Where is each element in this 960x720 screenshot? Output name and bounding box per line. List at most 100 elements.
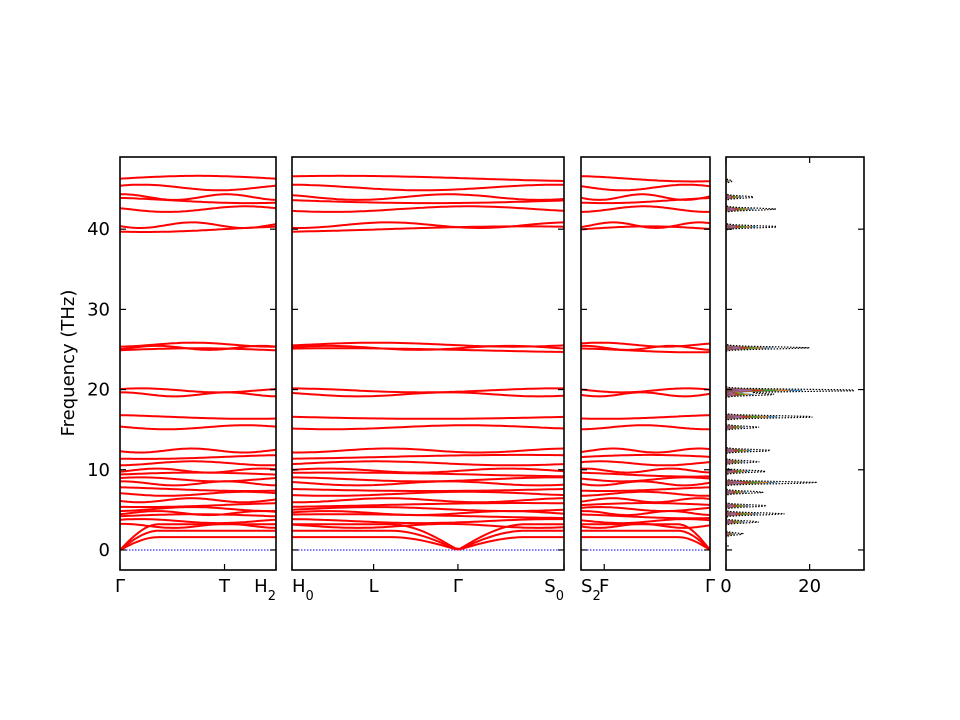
acoustic-band-curve xyxy=(292,523,564,550)
band-curve xyxy=(120,174,276,180)
band-curve xyxy=(120,391,276,398)
band-curve xyxy=(292,476,564,483)
band-curve xyxy=(120,513,276,518)
band-curve xyxy=(120,205,276,213)
acoustic-band-curve xyxy=(581,536,710,551)
dos-partial-area xyxy=(726,157,778,570)
band-curve xyxy=(581,225,710,231)
band-curve xyxy=(292,488,564,492)
band-curve xyxy=(292,453,564,460)
k-point-label: F xyxy=(599,576,609,597)
dos-partial-area xyxy=(726,157,739,570)
band-curve xyxy=(120,518,276,525)
band-curve xyxy=(120,497,276,504)
panel-frame xyxy=(725,156,865,571)
band-curve xyxy=(120,505,276,513)
band-curve xyxy=(292,467,564,474)
band-panel-h0-l-gamma-s0 xyxy=(292,174,564,551)
acoustic-band-curve xyxy=(120,529,276,551)
acoustic-band-curve xyxy=(581,523,710,551)
band-curve xyxy=(581,175,710,183)
band-curve xyxy=(581,447,710,454)
band-curve xyxy=(581,205,710,213)
k-point-label: L xyxy=(369,576,379,597)
k-point-label: T xyxy=(218,576,231,597)
band-panel-gamma-t-h2 xyxy=(120,174,276,551)
band-curve xyxy=(581,453,710,459)
panel-frames xyxy=(119,156,865,571)
band-curve xyxy=(581,414,710,420)
band-curve xyxy=(120,480,276,487)
band-curve xyxy=(120,225,276,233)
band-curve xyxy=(581,476,710,483)
band-curve xyxy=(581,497,710,504)
band-curve xyxy=(292,225,564,233)
y-tick-label: 30 xyxy=(87,299,110,320)
dos-partial-area xyxy=(726,157,765,570)
y-axis-title: Frequency (THz) xyxy=(58,290,79,437)
band-curve xyxy=(292,513,564,519)
band-curve xyxy=(120,476,276,483)
band-curve xyxy=(120,424,276,431)
band-curve xyxy=(581,486,710,492)
band-curve xyxy=(292,497,564,504)
band-curve xyxy=(292,522,564,529)
band-curve xyxy=(120,196,276,205)
dos-total-line xyxy=(726,157,855,570)
band-curve xyxy=(581,387,710,394)
k-point-label-subscript: 0 xyxy=(556,589,564,604)
band-curve xyxy=(292,174,564,182)
acoustic-band-curve xyxy=(292,529,564,551)
y-tick-label: 10 xyxy=(87,460,110,481)
band-curve xyxy=(292,183,564,192)
band-curve xyxy=(581,510,710,517)
band-curve xyxy=(581,513,710,520)
band-curve xyxy=(581,344,710,351)
band-curve xyxy=(292,424,564,431)
band-curve xyxy=(120,471,276,476)
band-curve xyxy=(120,344,276,351)
band-curve xyxy=(292,193,564,201)
k-point-label: H0 xyxy=(292,576,314,604)
y-tick-label: 20 xyxy=(87,380,110,401)
band-curve xyxy=(581,480,710,487)
acoustic-band-curve xyxy=(120,536,276,551)
k-point-label: H2 xyxy=(254,576,276,604)
k-point-label: S2 xyxy=(581,576,601,604)
axis-ticks xyxy=(119,157,864,570)
band-curve xyxy=(120,193,276,201)
y-tick-label: 40 xyxy=(87,219,110,240)
band-curve xyxy=(120,454,276,460)
band-curve xyxy=(581,518,710,525)
band-curve xyxy=(292,502,564,508)
band-curve xyxy=(292,447,564,454)
dos-partial-area xyxy=(726,157,791,570)
acoustic-band-curve xyxy=(120,523,276,551)
band-curve xyxy=(120,414,276,420)
panel-frame xyxy=(580,156,711,571)
band-curve xyxy=(292,518,564,525)
k-point-label-subscript: 2 xyxy=(268,589,276,604)
band-curve xyxy=(292,391,564,398)
band-curve xyxy=(581,391,710,398)
band-curve xyxy=(581,341,710,348)
y-tick-label: 0 xyxy=(99,540,110,561)
k-point-label: S0 xyxy=(544,576,564,604)
band-curve xyxy=(120,447,276,454)
band-curve xyxy=(581,197,710,205)
band-curve xyxy=(581,502,710,507)
band-curve xyxy=(581,471,710,478)
k-point-label-subscript: 0 xyxy=(306,589,314,604)
acoustic-band-curve xyxy=(581,529,710,551)
k-point-label: Γ xyxy=(115,576,125,597)
band-curve xyxy=(581,490,710,497)
acoustic-band-curve xyxy=(292,536,564,551)
band-curve xyxy=(581,347,710,354)
panel-frame xyxy=(291,156,565,571)
band-curve xyxy=(120,490,276,497)
band-curve xyxy=(120,183,276,192)
band-curve xyxy=(581,460,710,467)
band-curve xyxy=(292,199,564,205)
dos-partial-area xyxy=(726,157,752,570)
